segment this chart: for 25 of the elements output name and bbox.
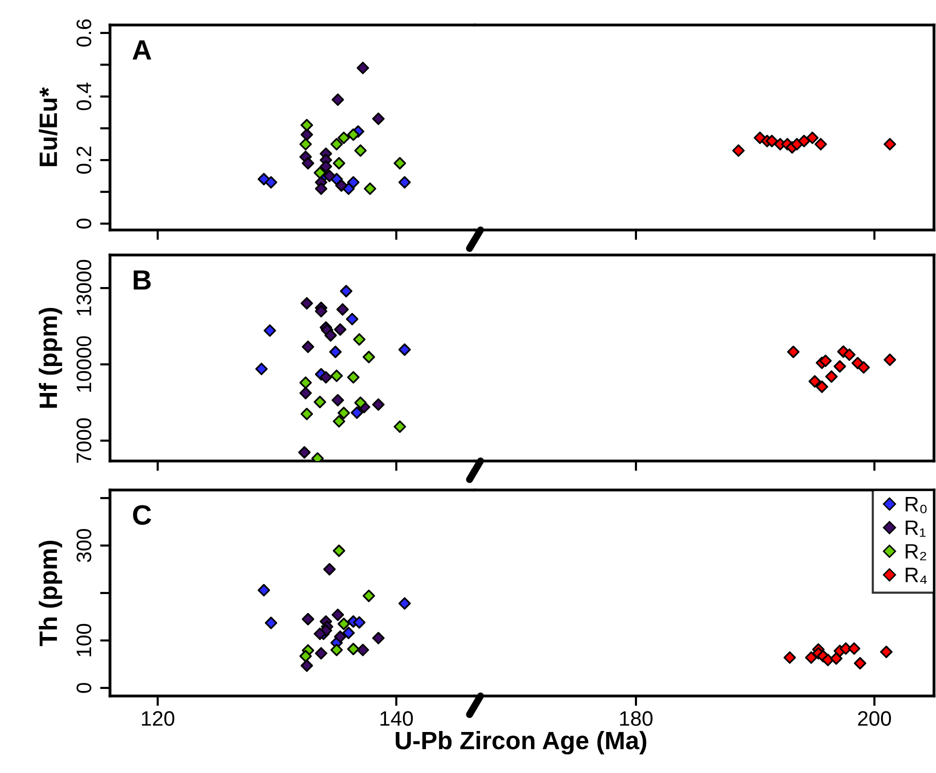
legend-label: R₀ xyxy=(906,497,927,514)
x-tick-label: 120 xyxy=(142,711,174,726)
x-axis-title: U-Pb Zircon Age (Ma) xyxy=(396,731,646,754)
x-tick-label: 140 xyxy=(380,711,413,726)
y-tick-label: 0.6 xyxy=(76,19,92,47)
y-tick-label: 0 xyxy=(76,218,92,229)
legend-label: R₁ xyxy=(906,520,926,537)
y-axis-title: Th (ppm) xyxy=(38,540,62,646)
y-tick-label: 0.4 xyxy=(76,82,92,110)
x-tick-label: 200 xyxy=(858,711,891,726)
y-tick-label: 7000 xyxy=(76,418,92,463)
chart-title: A xyxy=(132,40,152,60)
legend-label: R₂ xyxy=(906,544,926,560)
chart-title: B xyxy=(134,270,151,290)
x-tick-label: 180 xyxy=(620,711,653,726)
y-axis-title: Eu/Eu* xyxy=(38,87,58,166)
y-tick-label: 10000 xyxy=(76,336,92,392)
legend-label: R₄ xyxy=(906,568,927,584)
y-tick-label: 0.2 xyxy=(76,146,92,174)
y-axis-title: Hf (ppm) xyxy=(38,308,62,408)
y-tick-label: 300 xyxy=(76,528,92,562)
y-tick-label: 0 xyxy=(76,682,92,693)
chart-title: C xyxy=(133,505,152,525)
y-tick-label: 13000 xyxy=(76,260,92,316)
y-tick-label: 100 xyxy=(76,624,92,656)
